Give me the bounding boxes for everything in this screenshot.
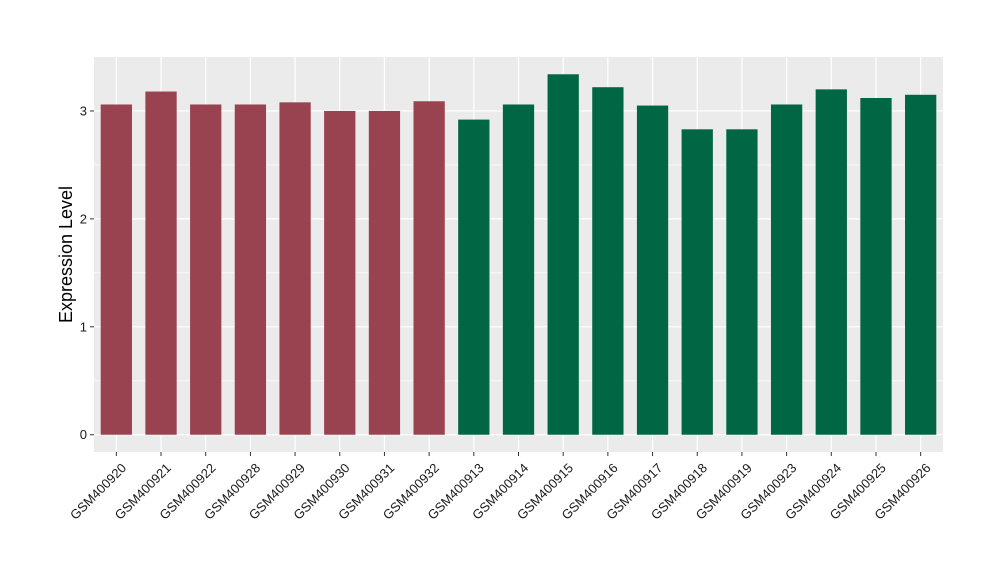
bar-GSM400919: [726, 129, 758, 435]
bar-GSM400923: [770, 104, 803, 435]
y-tick-label: 2: [80, 211, 87, 226]
bar-GSM400932: [413, 101, 445, 435]
bar-GSM400930: [324, 110, 356, 435]
bar-GSM400916: [592, 87, 624, 435]
bar-GSM400922: [190, 104, 222, 435]
bar-GSM400926: [905, 94, 937, 435]
bar-GSM400929: [279, 102, 311, 435]
bar-GSM400925: [860, 98, 892, 435]
bar-GSM400928: [234, 104, 267, 435]
bar-GSM400920: [100, 104, 132, 435]
bar-GSM400915: [547, 74, 579, 435]
bar-GSM400913: [458, 119, 490, 435]
bar-GSM400914: [502, 104, 535, 435]
bar-GSM400921: [145, 91, 177, 435]
y-tick-label: 3: [80, 103, 87, 118]
bar-GSM400917: [636, 105, 669, 435]
bar-GSM400924: [815, 89, 847, 435]
y-tick-label: 0: [80, 427, 87, 442]
y-tick-label: 1: [80, 319, 87, 334]
y-axis: 0 1 2 3: [80, 103, 94, 442]
x-axis: GSM400920GSM400921GSM400922GSM400928GSM4…: [67, 452, 934, 523]
bar-GSM400918: [681, 129, 713, 435]
bars: [100, 74, 937, 435]
bar-GSM400931: [368, 110, 401, 435]
y-axis-title: Expression Level: [56, 186, 76, 323]
